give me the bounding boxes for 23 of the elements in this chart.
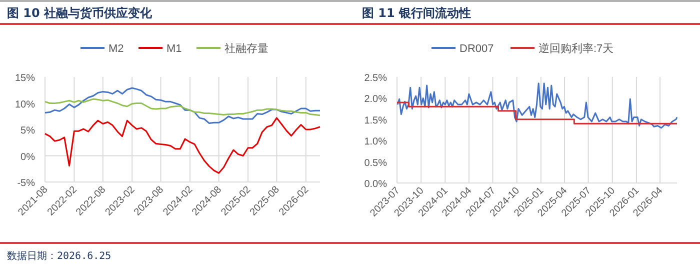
y-tick-label: 0% — [20, 152, 36, 163]
y-tick-label: 1.5% — [364, 115, 388, 126]
legend-label: DR007 — [460, 43, 494, 55]
legend-label: M2 — [108, 43, 124, 55]
y-tick-label: 15% — [14, 73, 36, 84]
text: 数据日期：2026.6.25 — [7, 250, 112, 262]
y-tick-label: 2.5% — [364, 73, 388, 84]
line-series — [396, 82, 678, 129]
legend-label: 社融存量 — [224, 42, 268, 55]
y-tick-label: -5% — [17, 178, 36, 189]
y-tick-label: 0.0% — [364, 179, 388, 190]
y-tick-label: 5% — [20, 126, 36, 136]
line-series — [44, 87, 321, 124]
legend-label: M1 — [166, 43, 182, 55]
y-tick-label: 0.5% — [364, 158, 388, 169]
line-series — [44, 98, 321, 116]
legend-label: 逆回购利率:7天 — [538, 42, 614, 55]
y-tick-label: 10% — [14, 99, 36, 110]
line-series — [44, 117, 321, 174]
y-tick-label: 1.0% — [364, 136, 388, 148]
y-tick-label: 2.0% — [364, 94, 388, 106]
chart-title: 图 10 社融与货币供应变化 — [7, 6, 154, 20]
chart-title: 图 11 银行间流动性 — [362, 6, 472, 20]
